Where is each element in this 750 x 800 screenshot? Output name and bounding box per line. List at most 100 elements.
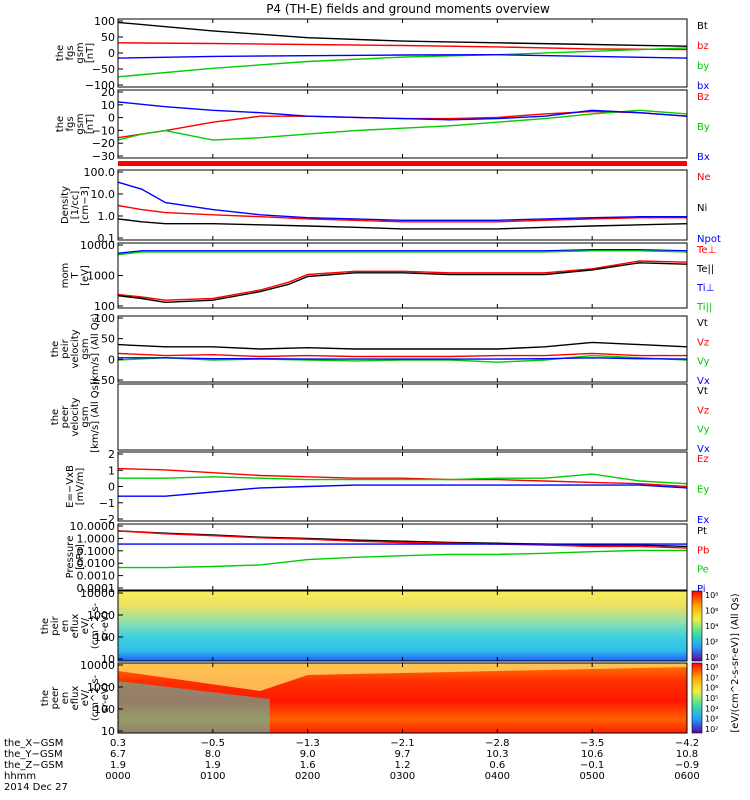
- x-row-value: −2.8: [485, 738, 509, 749]
- y-axis-label: [mV/m]: [75, 468, 86, 506]
- y-axis-label: peer: [60, 405, 71, 429]
- y-axis-label: the: [55, 116, 66, 132]
- y-tick-label: 0.0001: [77, 582, 116, 595]
- series-line-Ez: [117, 467, 688, 488]
- colorbar-p9: [691, 590, 703, 662]
- legend-entry: Pt: [697, 526, 707, 537]
- figure-title: P4 (TH-E) fields and ground moments over…: [266, 2, 550, 16]
- series-line-Bx: [117, 101, 688, 121]
- y-axis-label: en: [60, 620, 71, 633]
- y-tick-label: 0.0100: [77, 557, 116, 570]
- legend-entry: Te⊥: [696, 245, 716, 256]
- y-tick-label: 10: [101, 725, 115, 738]
- series-line-Vx: [118, 357, 688, 360]
- legend-entry: By: [697, 122, 710, 133]
- legend-entry: Vt: [697, 318, 708, 329]
- y-tick-label: 10.0000: [70, 520, 116, 533]
- y-axis-label: eV/: [80, 617, 91, 634]
- x-row-value: 0.6: [489, 760, 505, 771]
- y-tick-label: −2: [99, 513, 115, 526]
- y-tick-label: 10000: [80, 587, 115, 600]
- series-line-Pe: [118, 549, 687, 569]
- panel-p6: the peer velocity gsm [km/s] (All Qs) Vt Vz Vy V…: [50, 381, 710, 455]
- x-row-value: 1.6: [300, 760, 316, 771]
- y-axis-label: [eV]: [80, 265, 91, 286]
- panel-bg-p6: [118, 384, 687, 450]
- y-axis-label: velocity: [70, 397, 81, 436]
- colorbar-tick-label: 10³: [705, 715, 718, 724]
- legend-entry: Vx: [697, 444, 710, 455]
- x-row-value: 1.9: [205, 760, 221, 771]
- y-axis-label: gsm: [80, 406, 91, 427]
- y-tick-label: −20: [92, 137, 115, 150]
- x-row-value: 10.8: [676, 749, 698, 760]
- y-axis-label: the: [55, 45, 66, 61]
- panel-p4: 10000 1000 100 mom T [eV] Te⊥ Te|| Ti⊥ Ti||: [60, 239, 716, 313]
- legend-entry: Pb: [697, 545, 709, 556]
- y-tick-label: 100: [94, 300, 115, 313]
- x-row-value: 0300: [390, 771, 415, 782]
- panel-p7: 2 1 0 −1 −2 E=−VxB [mV/m] Ez Ey Ex: [65, 448, 709, 526]
- x-row-value: 0.3: [110, 738, 126, 749]
- y-tick-label: 0: [108, 47, 115, 60]
- colorbar-tick-label: 10²: [705, 638, 718, 647]
- legend-entry: Npot: [697, 234, 721, 245]
- x-row-label: the_X−GSM: [4, 738, 63, 749]
- legend-entry: Ni: [697, 203, 707, 214]
- y-axis-label: (cm^2-s-: [90, 674, 101, 721]
- colorbar-tick-label: 10⁷: [705, 673, 718, 682]
- colorbar-tick-label: 10²: [705, 725, 718, 734]
- y-tick-label: −50: [92, 63, 115, 76]
- legend-entry: Vz: [697, 405, 709, 416]
- x-row-value: 6.7: [110, 749, 126, 760]
- x-row-label: the_Z−GSM: [4, 760, 63, 771]
- y-tick-label: 1: [108, 464, 115, 477]
- x-row-value: −1.3: [296, 738, 320, 749]
- x-row-value: −3.5: [580, 738, 604, 749]
- y-axis-label: [km/s] (All Qs): [90, 313, 101, 385]
- colorbar-tick-label: 10⁵: [705, 694, 718, 703]
- y-tick-label: 0.0010: [77, 570, 116, 583]
- y-axis-label: gsm: [75, 42, 86, 63]
- series-line-Pt: [117, 530, 688, 548]
- series-line-Npot: [117, 181, 687, 222]
- y-tick-label: 10.0: [91, 188, 116, 201]
- y-axis-label: [nT]: [85, 114, 96, 134]
- legend-entry: Vt: [697, 386, 708, 397]
- y-axis-label: the: [50, 409, 61, 425]
- y-tick-label: 1000: [87, 270, 115, 283]
- legend-entry: Vy: [697, 425, 710, 436]
- y-tick-label: 100: [94, 703, 115, 716]
- series-line-Vt: [117, 341, 688, 350]
- x-row-value: −0.9: [675, 760, 699, 771]
- colorbar-tick-label: 10⁶: [705, 607, 718, 616]
- x-row-value: 0200: [295, 771, 320, 782]
- series-line-by: [117, 47, 688, 78]
- spectrogram-p9: [118, 591, 687, 661]
- series-line-Ni: [117, 218, 688, 230]
- y-tick-label: −1: [99, 497, 115, 510]
- legend-entry: Vx: [697, 376, 710, 387]
- y-tick-label: 0: [108, 481, 115, 494]
- x-row-value: 10.3: [486, 749, 508, 760]
- colorbar-tick-label: 10⁸: [705, 663, 718, 672]
- y-tick-label: 0: [108, 112, 115, 125]
- x-row-label: the_Y−GSM: [4, 749, 63, 760]
- y-axis-label: gsm: [80, 338, 91, 359]
- y-tick-label: 1000: [87, 681, 115, 694]
- colorbar-tick-label: 10⁶: [705, 684, 718, 693]
- series-line-Ti⊥: [117, 248, 688, 254]
- colorbar-tick-label: 10⁰: [705, 653, 718, 662]
- y-tick-label: 100: [94, 312, 115, 325]
- y-axis-label: Density: [60, 186, 71, 224]
- legend-entry: Vy: [697, 357, 710, 368]
- legend-entry: Vz: [697, 337, 709, 348]
- x-row-value: 9.7: [395, 749, 411, 760]
- x-row-value: −0.1: [580, 760, 604, 771]
- spectrogram-low-band: [118, 681, 270, 733]
- panel-bg-p2: [118, 90, 687, 158]
- y-axis-label: eflux: [70, 614, 81, 639]
- legend-entry: bx: [697, 81, 709, 92]
